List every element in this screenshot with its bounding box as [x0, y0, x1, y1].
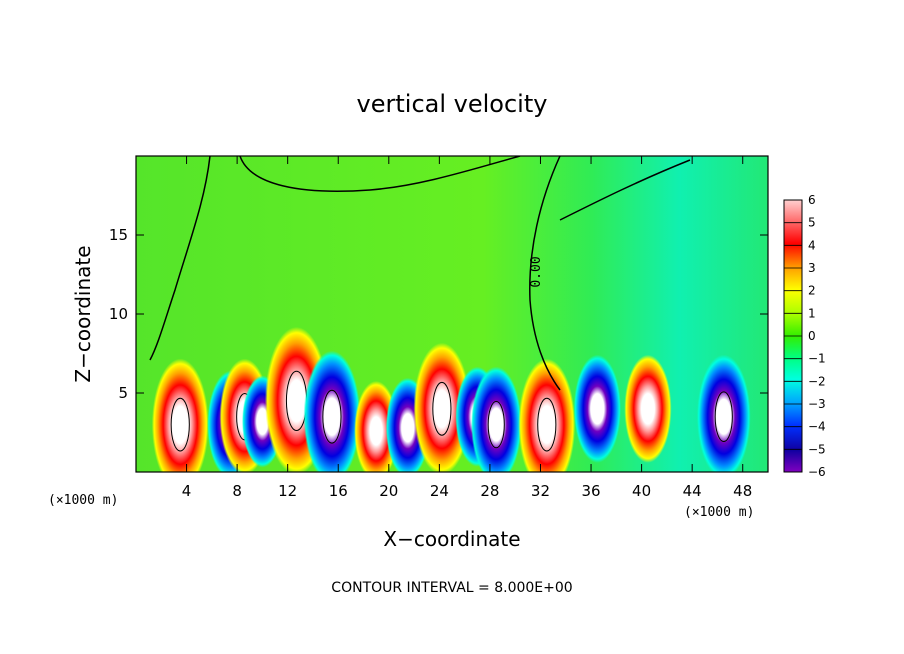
- colorbar-tick-label-9: −3: [808, 397, 826, 411]
- cell-contour-0: [170, 397, 190, 452]
- downdraft-cell-5: [303, 350, 361, 472]
- y-tick-label-2: 15: [109, 226, 128, 244]
- x-tick-label-8: 36: [581, 482, 600, 500]
- colorbar-tick-label-10: −4: [808, 420, 826, 434]
- colorbar-tick-label-12: −6: [808, 465, 826, 479]
- colorbar-tick-label-11: −5: [808, 442, 826, 456]
- x-axis-label: X−coordinate: [383, 527, 520, 551]
- colorbar-tick-label-8: −2: [808, 374, 826, 388]
- x-tick-label-9: 40: [632, 482, 651, 500]
- colorbar-tick-label-7: −1: [808, 352, 826, 366]
- contour-interval-note: CONTOUR INTERVAL = 8.000E+00: [331, 580, 572, 596]
- x-tick-label-0: 4: [182, 482, 192, 500]
- x-unit-right: (×1000 m): [684, 505, 754, 520]
- colorbar-tick-label-4: 2: [808, 284, 816, 298]
- colorbar: 6 5 4 3 2 1 0 −1 −2 −3 −4 −5 −6: [783, 193, 826, 479]
- cell-contour-8: [432, 381, 452, 436]
- x-tick-label-2: 12: [278, 482, 297, 500]
- updraft-cell-0: [151, 358, 209, 472]
- zero-contour-upper: [149, 156, 211, 361]
- x-tick-label-1: 8: [232, 482, 242, 500]
- updraft-cell-13: [624, 354, 672, 463]
- downdraft-cell-14: [696, 354, 751, 472]
- x-unit-left: (×1000 m): [48, 493, 118, 508]
- zero-contour-mid: [529, 156, 561, 391]
- updraft-cell-8: [413, 342, 471, 472]
- x-tick-label-10: 44: [683, 482, 702, 500]
- downdraft-cell-12: [573, 354, 621, 463]
- y-tick-label-0: 5: [118, 384, 128, 402]
- downdraft-cell-10: [471, 366, 522, 472]
- colorbar-tick-label-5: 1: [808, 306, 816, 320]
- colorbar-tick-label-6: 0: [808, 329, 816, 343]
- x-tick-label-6: 28: [480, 482, 499, 500]
- x-tick-label-5: 24: [430, 482, 449, 500]
- x-tick-label-3: 16: [329, 482, 348, 500]
- colorbar-tick-label-0: 6: [808, 193, 816, 207]
- cell-contour-14: [714, 391, 733, 443]
- x-tick-label-11: 48: [733, 482, 752, 500]
- colorbar-tick-label-3: 3: [808, 261, 816, 275]
- x-tick-label-7: 32: [531, 482, 550, 500]
- cell-contour-5: [322, 389, 342, 444]
- zero-contour-top: [239, 156, 521, 192]
- chart-title: vertical velocity: [357, 90, 548, 118]
- zero-contour-right: [559, 159, 691, 221]
- colorbar-tick-label-1: 5: [808, 216, 816, 230]
- updraft-cell-6: [354, 380, 399, 472]
- contour-label: 0.00: [529, 256, 544, 287]
- cell-contour-11: [537, 397, 557, 452]
- y-tick-label-1: 10: [109, 305, 128, 323]
- x-tick-label-4: 20: [379, 482, 398, 500]
- y-axis-label: Z−coordinate: [71, 245, 95, 382]
- updraft-cell-11: [518, 358, 576, 472]
- cell-contour-10: [487, 400, 505, 449]
- colorbar-tick-label-2: 4: [808, 238, 816, 252]
